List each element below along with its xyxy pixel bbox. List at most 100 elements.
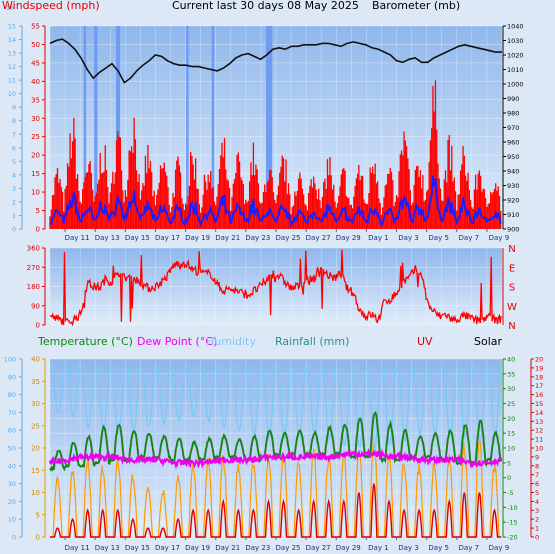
wind-x-label: Day 21: [215, 234, 240, 242]
temp-x-label: Day 5: [428, 544, 449, 552]
uv-tick-label: 18: [535, 373, 543, 381]
barometer-tick-label: 1020: [507, 52, 524, 60]
barometer-line: [49, 38, 502, 84]
solar-tick-label: 35: [31, 378, 40, 386]
wind-mph-tick-label: 10: [31, 189, 40, 197]
temperature-tick-label: 5: [507, 459, 511, 467]
humidity-tick-label: 20: [8, 498, 16, 506]
barometer-tick-label: 920: [507, 197, 519, 205]
rain-bar: [83, 26, 87, 229]
temperature-tick-label: -15: [507, 519, 518, 527]
wind-mph-tick-label: 35: [31, 96, 40, 104]
wind-x-label: Day 19: [185, 234, 210, 242]
wind-outer-tick-label: 11: [8, 77, 16, 85]
direction-compass-label: W: [507, 302, 517, 313]
temp-x-label: Day 27: [306, 544, 331, 552]
wind-mph-tick-label: 50: [31, 41, 40, 49]
barometer-tick-label: 970: [507, 124, 519, 132]
barometer-legend: Barometer (mb): [372, 0, 461, 12]
temp-x-label: Day 15: [125, 544, 150, 552]
wind-x-label: Day 29: [336, 234, 361, 242]
solar-tick-label: 25: [31, 422, 40, 430]
solar-tick-label: 40: [31, 356, 40, 364]
temperature-tick-label: -5: [507, 489, 513, 497]
temp-x-label: Day 17: [155, 544, 180, 552]
barometer-tick-label: 1030: [507, 37, 524, 45]
wind-x-label: Day 3: [398, 234, 419, 242]
humidity-tick-label: 100: [4, 356, 16, 364]
wind-outer-tick-label: 7: [12, 131, 16, 139]
solar-tick-label: 30: [31, 400, 40, 408]
humidity-legend: Humidity: [206, 335, 256, 348]
rain-bar: [186, 26, 189, 229]
wind-outer-tick-label: 15: [8, 23, 16, 31]
solar-tick-label: 10: [31, 489, 40, 497]
wind-x-label: Day 13: [95, 234, 120, 242]
wind-x-label: Day 9: [489, 234, 510, 242]
uv-tick-label: 17: [535, 382, 543, 390]
humidity-tick-label: 50: [8, 445, 16, 453]
rainfall-legend: Rainfall (mm): [275, 335, 350, 348]
barometer-tick-label: 1010: [507, 66, 524, 74]
rain-bar: [265, 26, 269, 229]
chart-title: Current last 30 days 08 May 2025: [172, 0, 359, 12]
wind-x-label: Day 25: [276, 234, 301, 242]
rain-bar: [94, 26, 98, 229]
wind-x-label: Day 7: [459, 234, 480, 242]
uv-tick-label: 2: [535, 516, 539, 524]
direction-compass-label: S: [509, 283, 515, 294]
uv-tick-label: 13: [535, 418, 543, 426]
wind-x-label: Day 17: [155, 234, 180, 242]
direction-left-tick-label: 360: [27, 245, 40, 253]
direction-compass-label: N: [508, 321, 515, 332]
wind-x-label: Day 23: [245, 234, 270, 242]
uv-tick-label: 15: [535, 400, 543, 408]
barometer-tick-label: 910: [507, 211, 519, 219]
uv-tick-label: 7: [535, 471, 539, 479]
wind-x-label: Day 11: [65, 234, 90, 242]
temp-x-label: Day 3: [398, 544, 419, 552]
temperature-tick-label: 20: [507, 415, 515, 423]
uv-tick-label: 11: [535, 436, 543, 444]
temperature-tick-label: 40: [507, 356, 515, 364]
barometer-tick-label: 900: [507, 226, 519, 234]
barometer-tick-label: 960: [507, 139, 519, 147]
wind-outer-axis-top-label: 16: [6, 4, 14, 12]
temp-x-label: Day 1: [368, 544, 389, 552]
humidity-tick-label: 10: [8, 516, 16, 524]
temperature-tick-label: 25: [507, 400, 515, 408]
uv-tick-label: 3: [535, 507, 539, 515]
wind-mph-tick-label: 15: [31, 170, 40, 178]
wind-mph-tick-label: 25: [31, 133, 40, 141]
barometer-tick-label: 1040: [507, 23, 524, 31]
temperature-tick-label: -20: [507, 534, 518, 542]
humidity-tick-label: 60: [8, 427, 16, 435]
uv-tick-label: 4: [535, 498, 539, 506]
direction-compass-label: E: [509, 263, 515, 274]
temp-x-label: Day 13: [95, 544, 120, 552]
wind-mph-tick-label: 30: [31, 115, 40, 123]
wind-x-label: Day 5: [428, 234, 449, 242]
wind-outer-tick-label: 5: [12, 158, 16, 166]
uv-tick-label: 9: [535, 453, 539, 461]
uv-tick-label: 1: [535, 525, 539, 533]
wind-outer-tick-label: 6: [12, 144, 16, 152]
temp-x-label: Day 11: [65, 544, 90, 552]
wind-outer-tick-label: 13: [8, 50, 16, 58]
rain-bar: [268, 26, 271, 229]
temp-x-label: Day 29: [336, 544, 361, 552]
uv-tick-label: 6: [535, 480, 539, 488]
windspeed-legend: Windspeed (mph): [2, 0, 100, 12]
temperature-tick-label: 35: [507, 370, 515, 378]
wind-x-label: Day 1: [368, 234, 389, 242]
temp-x-label: Day 25: [276, 544, 301, 552]
uv-tick-label: 20: [535, 356, 543, 364]
rain-bar: [117, 26, 121, 229]
wind-average-line: [49, 175, 502, 229]
barometer-tick-label: 1000: [507, 81, 524, 89]
wind-mph-tick-label: 0: [36, 226, 40, 234]
temp-x-label: Day 21: [215, 544, 240, 552]
solar-legend: Solar: [474, 335, 503, 348]
uv-tick-label: 14: [535, 409, 543, 417]
solar-tick-label: 5: [36, 511, 40, 519]
